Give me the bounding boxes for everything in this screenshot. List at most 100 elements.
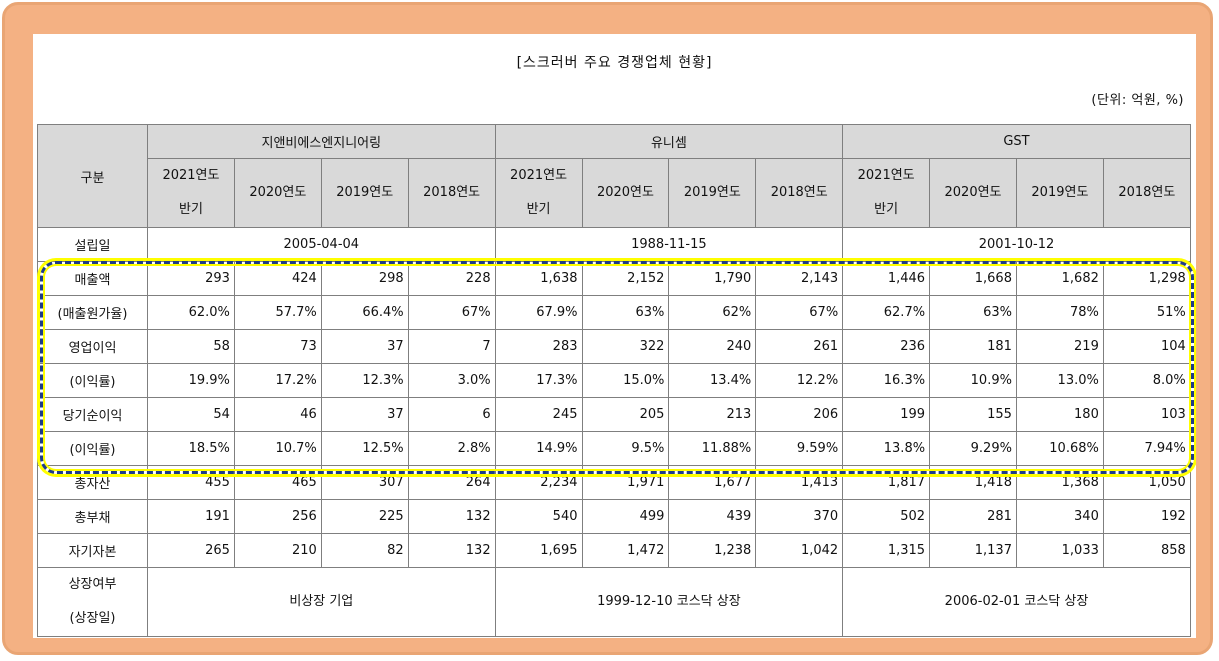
table-cell: 180 [1015, 397, 1104, 432]
table-cell: 2,152 [581, 261, 670, 296]
row-label: (매출원가율) [37, 295, 148, 330]
table-cell: 181 [929, 329, 1017, 364]
table-cell: 82 [320, 533, 409, 568]
table-cell: 1,790 [668, 261, 757, 296]
table-cell: 256 [233, 499, 322, 534]
row-label: (이익률) [37, 363, 148, 398]
table-cell: 322 [581, 329, 670, 364]
year-header-line1: 2021연도 [857, 168, 915, 183]
table-cell: 51% [1102, 295, 1191, 330]
table-cell: 281 [929, 499, 1017, 534]
table-cell: 67% [407, 295, 496, 330]
table-cell: 9.5% [581, 431, 670, 466]
founded-date: 2001-10-12 [842, 227, 1191, 262]
table-cell: 62.7% [842, 295, 931, 330]
table-cell: 261 [755, 329, 844, 364]
table-cell: 293 [147, 261, 235, 296]
year-header-line2: 반기 [526, 202, 551, 217]
row-label: 매출액 [37, 261, 148, 296]
table-cell: 455 [147, 465, 235, 500]
table-cell: 19.9% [147, 363, 235, 398]
table-cell: 219 [1015, 329, 1104, 364]
table-cell: 2.8% [407, 431, 496, 466]
table-row: 자기자본 265 210 82 132 1,695 1,472 1,238 1,042 1,315… [37, 533, 1191, 568]
row-label-line2: (상장일) [69, 611, 116, 626]
table-cell: 1,368 [1015, 465, 1104, 500]
row-label: (이익률) [37, 431, 148, 466]
table-cell: 1,682 [1015, 261, 1104, 296]
year-header: 2018연도 [755, 158, 844, 228]
table-cell: 37 [320, 329, 409, 364]
row-label: 당기순이익 [37, 397, 148, 432]
header-row-companies: 구분 지앤비에스엔지니어링 유니셈 GST [37, 124, 1191, 228]
table-cell: 1,238 [668, 533, 757, 568]
table-cell: 73 [233, 329, 322, 364]
table-cell: 1,971 [581, 465, 670, 500]
category-header: 구분 [37, 124, 148, 228]
table-row: (매출원가율) 62.0% 57.7% 66.4% 67% 67.9% 63% 62% 67% 6… [37, 295, 1191, 330]
table-cell: 78% [1015, 295, 1104, 330]
table-cell: 206 [755, 397, 844, 432]
table-cell: 192 [1102, 499, 1191, 534]
table-cell: 1,668 [929, 261, 1017, 296]
year-header: 2018연도 [1102, 158, 1191, 228]
table-cell: 370 [755, 499, 844, 534]
table-cell: 12.3% [320, 363, 409, 398]
unit-note: (단위: 억원, %) [1091, 93, 1184, 108]
table-cell: 1,472 [581, 533, 670, 568]
table-cell: 12.2% [755, 363, 844, 398]
table-cell: 132 [407, 533, 496, 568]
table-cell: 1,413 [755, 465, 844, 500]
table-cell: 66.4% [320, 295, 409, 330]
row-label: 영업이익 [37, 329, 148, 364]
year-header: 2020연도 [581, 158, 670, 228]
founded-date: 2005-04-04 [147, 227, 496, 262]
table-cell: 465 [233, 465, 322, 500]
table-title: [스크러버 주요 경쟁업체 현황] [516, 55, 713, 71]
table-cell: 8.0% [1102, 363, 1191, 398]
table-cell: 240 [668, 329, 757, 364]
year-header: 2021연도 반기 [842, 158, 931, 228]
table-cell: 16.3% [842, 363, 931, 398]
table-cell: 199 [842, 397, 931, 432]
table-cell: 103 [1102, 397, 1191, 432]
row-label: 설립일 [37, 227, 148, 262]
table-cell: 283 [494, 329, 583, 364]
table-cell: 10.7% [233, 431, 322, 466]
table-cell: 10.68% [1015, 431, 1104, 466]
year-header: 2020연도 [233, 158, 322, 228]
competitor-table: 구분 지앤비에스엔지니어링 유니셈 GST 2021연도 반기 2020연도 2019연도 20… [37, 124, 1191, 637]
table-cell: 62.0% [147, 295, 235, 330]
table-cell: 439 [668, 499, 757, 534]
table-cell: 210 [233, 533, 322, 568]
table-cell: 1,677 [668, 465, 757, 500]
table-cell: 236 [842, 329, 931, 364]
table-cell: 57.7% [233, 295, 322, 330]
table-cell: 265 [147, 533, 235, 568]
table-cell: 18.5% [147, 431, 235, 466]
table-cell: 6 [407, 397, 496, 432]
table-row: 영업이익 58 73 37 7 283 322 240 261 236 181 219 104 [37, 329, 1191, 364]
table-cell: 9.59% [755, 431, 844, 466]
year-header: 2021연도 반기 [494, 158, 583, 228]
table-cell: 2,234 [494, 465, 583, 500]
table-cell: 17.2% [233, 363, 322, 398]
table-cell: 13.0% [1015, 363, 1104, 398]
table-row-founded: 설립일 2005-04-04 1988-11-15 2001-10-12 [37, 227, 1191, 262]
year-header: 2019연도 [320, 158, 409, 228]
row-label: 자기자본 [37, 533, 148, 568]
table-row: 총자산 455 465 307 264 2,234 1,971 1,677 1,413 1,817… [37, 465, 1191, 500]
table-cell: 228 [407, 261, 496, 296]
table-cell: 502 [842, 499, 931, 534]
table-cell: 1,050 [1102, 465, 1191, 500]
table-cell: 1,817 [842, 465, 931, 500]
table-cell: 104 [1102, 329, 1191, 364]
table-cell: 14.9% [494, 431, 583, 466]
table-cell: 132 [407, 499, 496, 534]
table-cell: 1,033 [1015, 533, 1104, 568]
year-header: 2019연도 [1015, 158, 1104, 228]
table-cell: 12.5% [320, 431, 409, 466]
table-cell: 191 [147, 499, 235, 534]
row-label: 상장여부 (상장일) [37, 567, 148, 637]
